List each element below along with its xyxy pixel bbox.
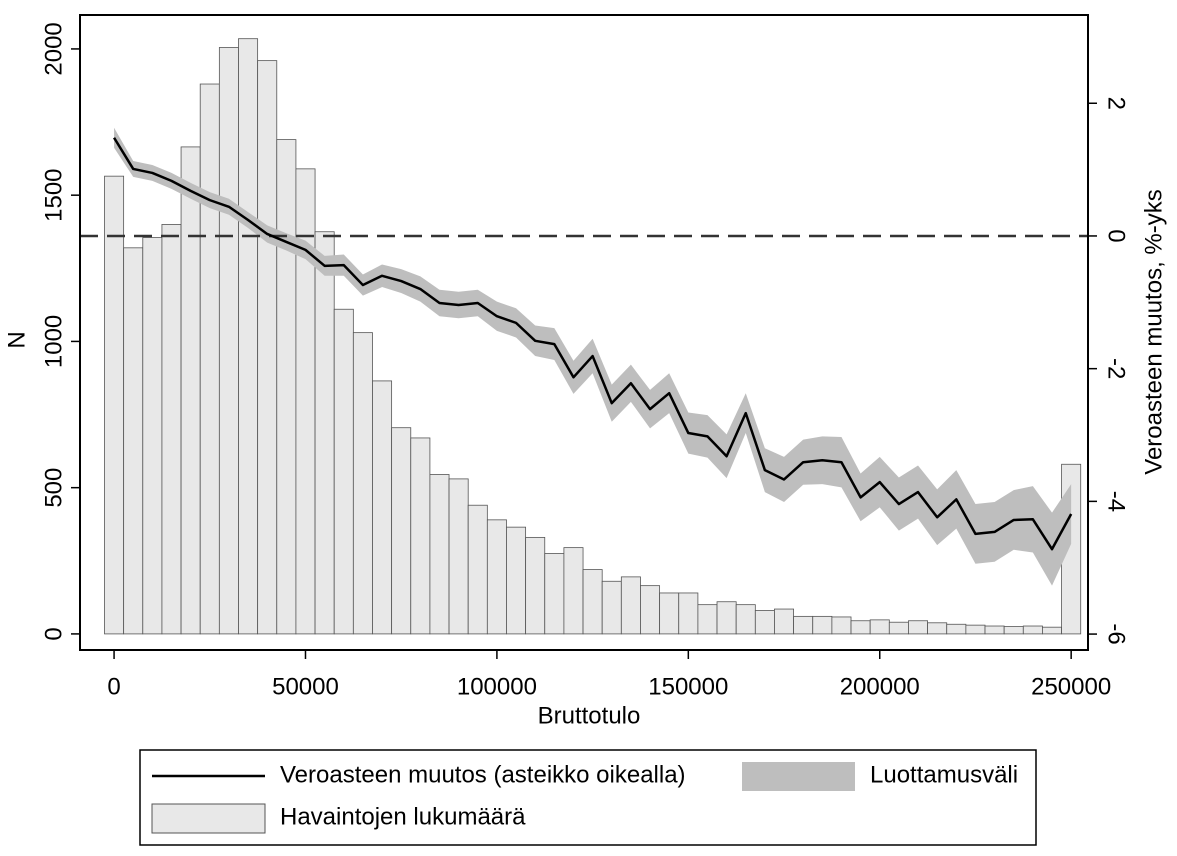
bar <box>123 247 144 635</box>
bar <box>888 621 909 635</box>
bar <box>104 175 125 635</box>
y2-tick-label: -4 <box>1103 491 1130 512</box>
bar <box>276 139 297 635</box>
y-tick-label: 2000 <box>40 22 67 75</box>
bar <box>257 60 278 635</box>
y2-tick-label: 2 <box>1103 97 1130 110</box>
bar <box>812 615 833 635</box>
bar <box>199 83 220 635</box>
bar <box>506 526 527 635</box>
x-tick-label: 200000 <box>840 673 920 700</box>
bar <box>620 576 641 635</box>
bar <box>793 615 814 635</box>
bar <box>965 624 986 635</box>
bar <box>218 47 239 635</box>
bar <box>831 616 852 635</box>
bar <box>678 592 699 635</box>
bar <box>525 536 546 635</box>
x-tick-label: 250000 <box>1031 673 1111 700</box>
bar <box>352 332 373 635</box>
y2-axis-title: Veroasteen muutos, %-yks <box>1140 189 1167 474</box>
bar <box>467 504 488 635</box>
bar <box>486 519 507 635</box>
bar <box>333 308 354 635</box>
x-tick-label: 50000 <box>272 673 339 700</box>
line <box>113 137 1073 551</box>
plot-frame <box>79 14 1089 651</box>
legend-swatch <box>742 762 855 791</box>
bar <box>410 437 431 635</box>
legend-label: Luottamusväli <box>870 761 1018 788</box>
bar <box>1042 626 1062 635</box>
legend-label: Havaintojen lukumäärä <box>280 803 526 830</box>
bar <box>1003 626 1024 635</box>
bar <box>774 608 795 635</box>
y2-tick-label: -2 <box>1103 358 1130 379</box>
bar <box>754 610 775 635</box>
bar <box>984 625 1005 635</box>
bar <box>1022 625 1043 635</box>
bar <box>601 580 622 635</box>
bar <box>697 604 718 635</box>
bar <box>659 592 680 635</box>
x-tick-label: 100000 <box>457 673 537 700</box>
bar <box>716 601 737 635</box>
y-tick-label: 0 <box>40 627 67 640</box>
bar <box>161 224 182 635</box>
y-tick-label: 1000 <box>40 315 67 368</box>
bar <box>908 620 928 635</box>
legend-box <box>139 749 1037 846</box>
bar <box>563 547 584 635</box>
bar <box>180 146 201 635</box>
x-tick-label: 150000 <box>648 673 728 700</box>
bar <box>735 604 756 635</box>
bar <box>448 478 469 635</box>
y2-tick-label: -6 <box>1103 623 1130 644</box>
bar <box>927 622 948 635</box>
bar <box>582 569 603 635</box>
y-tick-label: 500 <box>40 468 67 508</box>
bar <box>314 231 335 635</box>
bar <box>429 474 450 635</box>
bar <box>544 553 565 635</box>
y-axis-title: N <box>3 331 30 348</box>
y2-tick-label: 0 <box>1103 229 1130 242</box>
bar <box>869 619 890 635</box>
x-axis-title: Bruttotulo <box>538 702 641 729</box>
bar <box>391 427 412 635</box>
bar <box>640 585 661 635</box>
legend-swatch <box>151 803 266 834</box>
bar <box>142 237 163 635</box>
bar <box>850 620 871 635</box>
bar <box>372 380 393 635</box>
x-tick-label: 0 <box>107 673 120 700</box>
y-tick-label: 1500 <box>40 168 67 221</box>
bar <box>238 38 259 635</box>
legend-label: Veroasteen muutos (asteikko oikealla) <box>280 761 686 788</box>
bar <box>946 623 967 635</box>
